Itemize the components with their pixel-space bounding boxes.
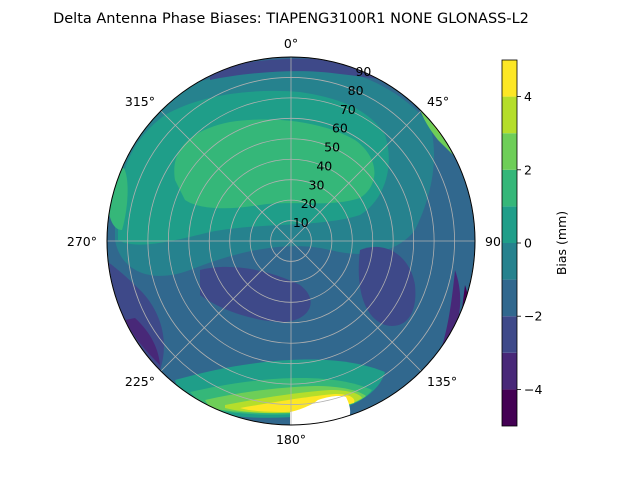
radial-tick-label: 50 xyxy=(324,140,340,155)
colorbar-band xyxy=(502,169,517,207)
contour-region xyxy=(125,318,160,365)
angular-gridline xyxy=(160,110,292,242)
colorbar-band xyxy=(502,389,517,426)
colorbar-band xyxy=(502,279,517,317)
chart-title: Delta Antenna Phase Biases: TIAPENG3100R… xyxy=(53,11,529,27)
colorbar-band xyxy=(502,243,517,280)
colorbar-band xyxy=(502,133,517,170)
contour-region xyxy=(440,270,461,352)
contour-region xyxy=(174,119,375,209)
colorbar-tick-label: 4 xyxy=(524,89,532,104)
colorbar-tick-label: −4 xyxy=(524,382,542,397)
angular-tick-label: 180° xyxy=(276,432,306,447)
angular-gridline xyxy=(160,240,292,372)
colorbar-band xyxy=(502,96,517,134)
colorbar-ticks: −4 −2 0 2 4 xyxy=(517,89,542,397)
contour-region xyxy=(358,246,416,326)
colorbar: −4 −2 0 2 4 Bias (mm) xyxy=(501,59,569,427)
colorbar-tick-label: 0 xyxy=(524,236,532,251)
angular-tick-label: 225° xyxy=(125,374,155,389)
radial-tick-label: 40 xyxy=(316,158,332,173)
angular-gridline xyxy=(290,240,422,372)
colorbar-tick-label: −2 xyxy=(524,309,542,324)
angular-tick-label: 270° xyxy=(67,234,97,249)
contour-region xyxy=(200,266,311,322)
angular-tick-label: 0° xyxy=(284,36,298,51)
radial-tick-labels: 10 20 30 40 50 60 70 80 90 xyxy=(293,64,372,230)
angular-gridline xyxy=(290,110,422,242)
contour-nodata xyxy=(290,396,351,425)
colorbar-band xyxy=(502,60,517,97)
radial-tick-label: 60 xyxy=(332,121,348,136)
radial-tick-label: 70 xyxy=(340,102,356,117)
angular-tick-label: 135° xyxy=(427,374,457,389)
colorbar-bands xyxy=(502,60,517,426)
radial-tick-label: 80 xyxy=(348,83,364,98)
angular-tick-labels: 0°45°90°135°180°225°270°315° xyxy=(67,36,507,447)
colorbar-band xyxy=(502,352,517,390)
colorbar-band xyxy=(502,316,517,353)
angular-tick-label: 45° xyxy=(427,94,449,109)
colorbar-band xyxy=(502,206,517,243)
colorbar-label: Bias (mm) xyxy=(554,211,569,275)
contour-fill xyxy=(107,57,475,425)
polar-outline xyxy=(106,56,476,426)
colorbar-tick-label: 2 xyxy=(524,162,532,177)
radial-tick-label: 10 xyxy=(293,215,309,230)
radial-tick-label: 30 xyxy=(309,177,325,192)
radial-tick-label: 90 xyxy=(355,64,371,79)
angular-tick-label: 315° xyxy=(125,94,155,109)
polar-grid xyxy=(107,57,475,425)
radial-tick-label: 20 xyxy=(301,196,317,211)
